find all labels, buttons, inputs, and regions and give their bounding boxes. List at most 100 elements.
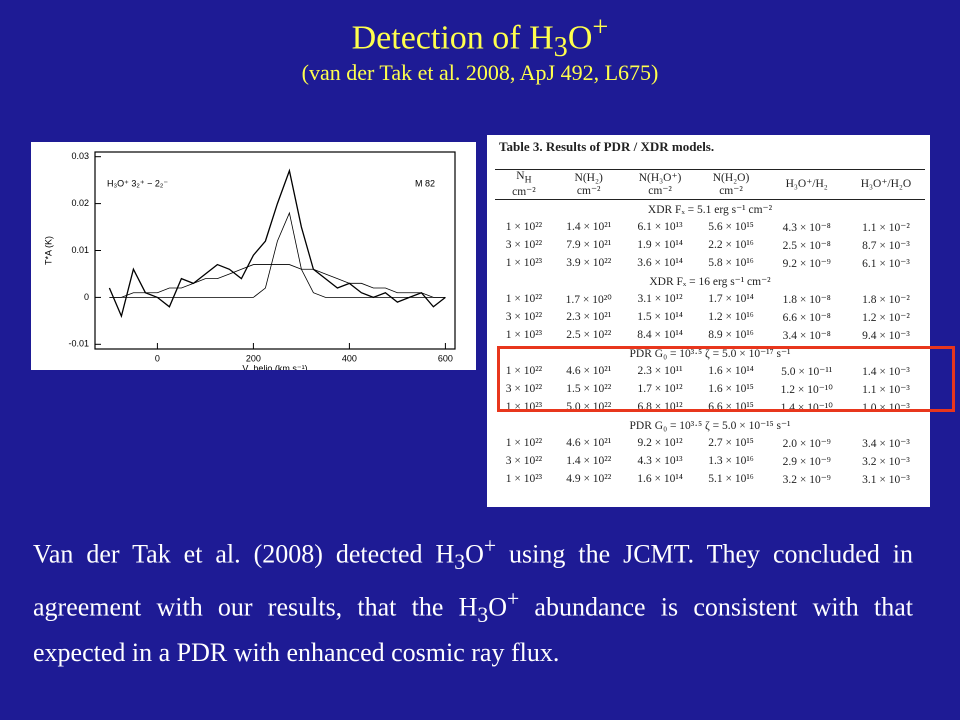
table-cell: 1.4 × 10²² (566, 455, 612, 468)
table-cell: 6.6 × 10⁻⁸ (782, 312, 831, 325)
table-cell: 9.2 × 10⁻⁹ (782, 258, 831, 271)
title-sub: 3 (553, 32, 568, 64)
table-cell: 1.4 × 10⁻³ (862, 366, 910, 379)
table-row: 3 × 10²² 1.4 × 10²² 4.3 × 10¹³ 1.3 × 10¹⁶ 2.… (495, 452, 925, 470)
title-text: O (567, 19, 593, 57)
table-cell: 1.2 × 10¹⁶ (708, 311, 754, 324)
results-table: NH cm⁻² N(H₂) cm⁻² N(H₃O⁺) cm⁻² N(H₂O) cm⁻² H₃O⁺… (495, 169, 925, 488)
table-cell: 1 × 10²² (505, 221, 543, 234)
table-cell: 5.8 × 10¹⁶ (708, 257, 754, 270)
header-unit: cm⁻² (576, 184, 601, 197)
table-cell: 5.6 × 10¹⁵ (708, 221, 754, 234)
table-row: 3 × 10²² 1.5 × 10²² 1.7 × 10¹² 1.6 × 10¹⁵ 1.… (495, 380, 925, 398)
sup: + (506, 586, 520, 611)
table-cell: 3 × 10²² (505, 311, 543, 324)
sub: 3 (477, 602, 489, 627)
table-cell: 1 × 10²³ (505, 329, 543, 342)
table-cell: 1.4 × 10²¹ (566, 221, 612, 234)
table-title: Table 3. Results of PDR / XDR models. (499, 139, 715, 154)
table-cell: 2.9 × 10⁻⁹ (782, 456, 831, 469)
table-cell: 1.8 × 10⁻⁸ (782, 294, 831, 307)
sub: 3 (454, 549, 466, 574)
group-row: XDR Fₓ = 5.1 erg s⁻¹ cm⁻² (495, 200, 925, 219)
table-cell: 1.6 × 10¹⁴ (708, 365, 754, 378)
group-row: XDR Fₓ = 16 erg s⁻¹ cm⁻² (495, 272, 925, 290)
table-row: 1 × 10²³ 2.5 × 10²² 8.4 × 10¹⁴ 8.9 × 10¹⁶ 3.… (495, 326, 925, 344)
sup: + (483, 534, 497, 558)
table-cell: 4.9 × 10²² (566, 473, 612, 486)
narrow-fit-line (109, 211, 446, 298)
table-cell: 2.5 × 10⁻⁸ (782, 240, 831, 253)
source-label: M 82 (415, 178, 435, 188)
x-axis-label: V_helio (km s⁻¹) (242, 363, 307, 370)
header-unit: cm⁻² (512, 186, 536, 199)
table-cell: 2.0 × 10⁻⁹ (782, 438, 831, 451)
table-cell: 1.6 × 10¹⁵ (708, 383, 754, 396)
header-sub: H (524, 174, 532, 186)
table-cell: 3.6 × 10¹⁴ (637, 257, 683, 270)
group-label: XDR Fₓ = 16 erg s⁻¹ cm⁻² (649, 276, 771, 289)
table-row: 1 × 10²³ 4.9 × 10²² 1.6 × 10¹⁴ 5.1 × 10¹⁶ 3.… (495, 470, 925, 488)
table-cell: 6.1 × 10¹³ (637, 221, 683, 234)
header-text: N(H₂O) (712, 171, 750, 184)
table-row: 1 × 10²² 1.4 × 10²¹ 6.1 × 10¹³ 5.6 × 10¹⁵ 4.… (495, 218, 925, 236)
text: using the JCMT. They concluded in agreem… (33, 539, 914, 622)
table-cell: 1 × 10²³ (505, 473, 543, 486)
header-text: H₃O⁺/H₂ (785, 178, 828, 191)
y-tick-label: -0.01 (68, 339, 89, 349)
table-cell: 9.2 × 10¹² (637, 437, 683, 450)
table-cell: 5.1 × 10¹⁶ (708, 473, 754, 486)
column-header: N(H₃O⁺) cm⁻² (624, 169, 696, 201)
table-figure: Table 3. Results of PDR / XDR models. NH… (487, 135, 930, 507)
group-label: PDR G₀ = 10³·⁵ ζ = 5.0 × 10⁻¹⁵ s⁻¹ (629, 420, 791, 433)
header-text: N (516, 170, 525, 182)
text: O (488, 592, 507, 622)
y-tick-label: 0.03 (71, 151, 89, 161)
table-cell: 1.6 × 10¹⁴ (637, 473, 683, 486)
table-cell: 1.2 × 10⁻¹⁰ (780, 384, 833, 397)
table-cell: 5.0 × 10⁻¹¹ (781, 366, 833, 379)
x-tick-label: 0 (155, 353, 160, 363)
table-cell: 2.2 × 10¹⁶ (708, 239, 754, 252)
body-text: Van der Tak et al. (2008) detected H3O+ … (33, 528, 913, 671)
table-cell: 1.9 × 10¹⁴ (637, 239, 683, 252)
column-header: N(H₂O) cm⁻² (695, 169, 767, 201)
header-text: N(H₂) (574, 171, 603, 184)
header-text: N(H₃O⁺) (638, 171, 682, 184)
slide-title: Detection of H3O+ (0, 12, 960, 64)
table-cell: 1.1 × 10⁻³ (862, 384, 910, 397)
table-cell: 4.6 × 10²¹ (566, 365, 612, 378)
table-cell: 8.4 × 10¹⁴ (637, 329, 683, 342)
x-tick-label: 200 (246, 353, 261, 363)
table-cell: 7.9 × 10²¹ (566, 239, 612, 252)
table-cell: 4.6 × 10²¹ (566, 437, 612, 450)
text: O (465, 539, 484, 569)
table-cell: 3 × 10²² (505, 455, 543, 468)
title-sup: + (592, 12, 609, 43)
table-cell: 8.9 × 10¹⁶ (708, 329, 754, 342)
column-header: H₃O⁺/H₂O (846, 169, 925, 201)
table-row: 1 × 10²² 4.6 × 10²¹ 2.3 × 10¹¹ 1.6 × 10¹⁴ 5.… (495, 362, 925, 380)
x-tick-label: 600 (438, 353, 453, 363)
table-cell: 2.3 × 10²¹ (566, 311, 612, 324)
table-cell: 1.7 × 10²⁰ (565, 294, 612, 307)
y-tick-label: 0 (84, 292, 89, 302)
table-cell: 3.1 × 10⁻³ (862, 474, 910, 487)
y-tick-label: 0.02 (71, 198, 89, 208)
table-cell: 1 × 10²² (505, 293, 543, 306)
table-cell: 1.7 × 10¹⁴ (708, 293, 754, 306)
table-row: 1 × 10²² 4.6 × 10²¹ 9.2 × 10¹² 2.7 × 10¹⁵ 2.… (495, 434, 925, 452)
citation: (van der Tak et al. 2008, ApJ 492, L675) (301, 60, 659, 85)
table-cell: 3.4 × 10⁻⁸ (782, 330, 831, 343)
text: Van der Tak et al. (2008) detected H (33, 539, 455, 569)
y-axis-label: T*A (K) (43, 236, 53, 265)
table-cell: 1.5 × 10²² (566, 383, 612, 396)
table-cell: 2.7 × 10¹⁵ (708, 437, 754, 450)
table-cell: 8.7 × 10⁻³ (862, 240, 910, 253)
table-cell: 1 × 10²³ (505, 257, 543, 270)
group-row: PDR G₀ = 10³·⁵ ζ = 5.0 × 10⁻¹⁷ s⁻¹ (495, 344, 925, 362)
table-cell: 2.5 × 10²² (566, 329, 612, 342)
line-label: H₃O⁺ 3₂⁺ − 2₂⁻ (107, 178, 168, 188)
spectrum-figure: 0 200 400 600 -0.01 0 0.01 0.02 0.03 V_helio (km … (31, 142, 476, 370)
